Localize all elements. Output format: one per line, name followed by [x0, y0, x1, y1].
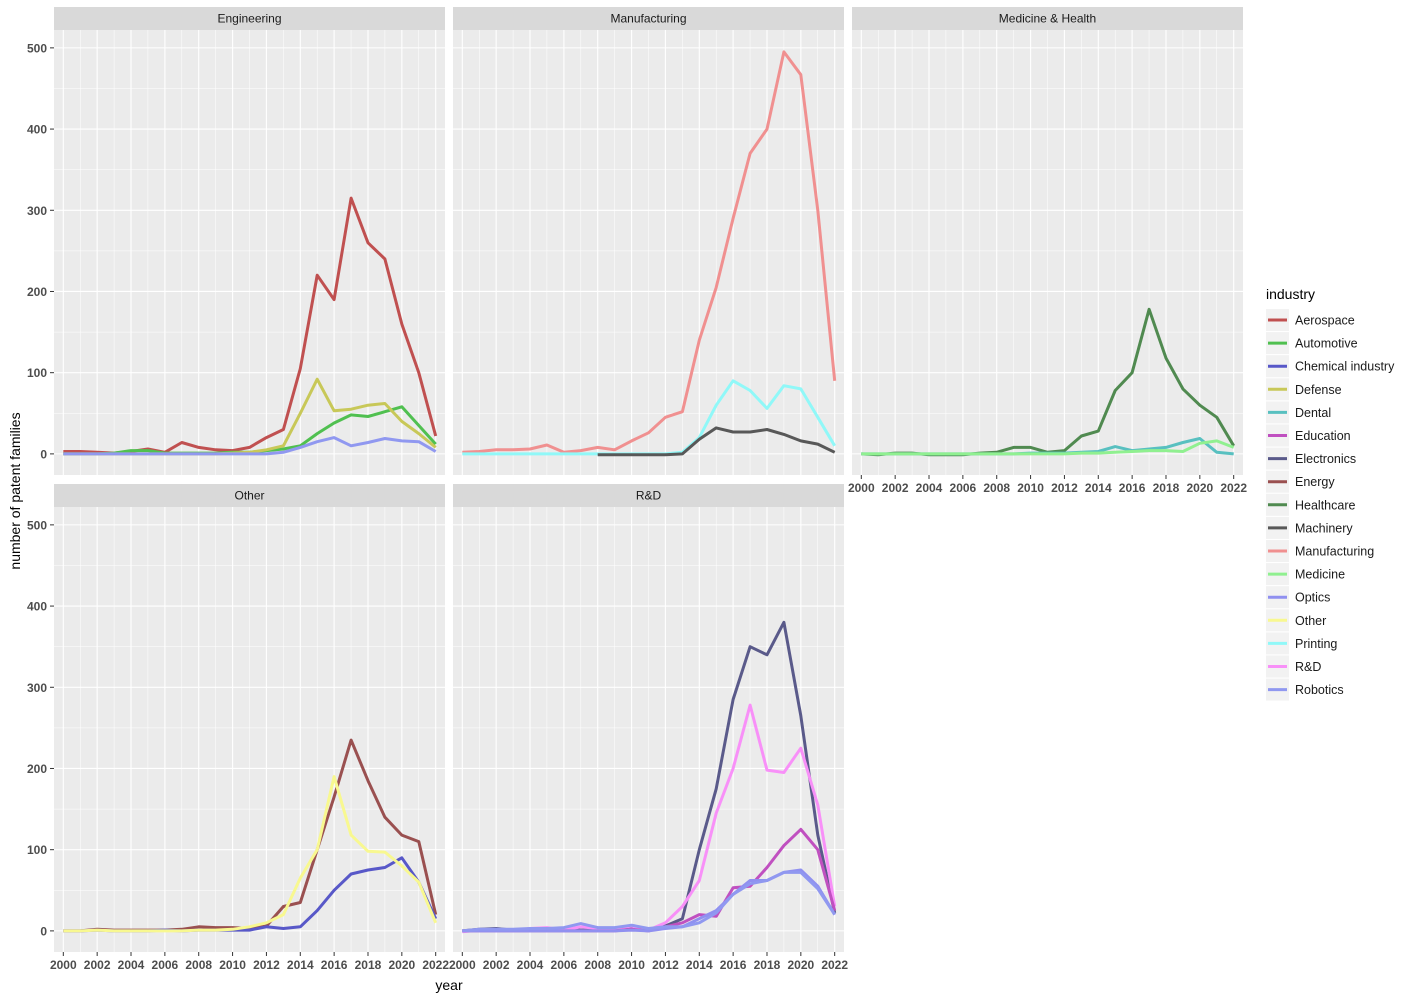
legend-label-defense: Defense — [1295, 383, 1342, 397]
x-tick-label: 2000 — [50, 958, 77, 972]
x-tick-label: 2006 — [551, 958, 578, 972]
y-tick-label: 400 — [27, 600, 47, 614]
legend-label-other: Other — [1295, 614, 1326, 628]
legend-label-energy: Energy — [1295, 475, 1335, 489]
y-tick-label: 500 — [27, 518, 47, 532]
legend-label-manufacturing: Manufacturing — [1295, 545, 1374, 559]
legend-label-chemical-industry: Chemical industry — [1295, 360, 1395, 374]
x-tick-label: 2010 — [1017, 481, 1044, 495]
legend-label-education: Education — [1295, 429, 1351, 443]
y-tick-label: 100 — [27, 843, 47, 857]
x-tick-label: 2012 — [253, 958, 280, 972]
x-tick-label: 2010 — [219, 958, 246, 972]
x-tick-label: 2006 — [950, 481, 977, 495]
facet-strip-medicine-and-health — [852, 7, 1243, 30]
legend-label-optics: Optics — [1295, 591, 1330, 605]
x-tick-label: 2002 — [483, 958, 510, 972]
y-tick-label: 0 — [40, 447, 47, 461]
x-axis-title: year — [435, 977, 463, 993]
y-tick-label: 300 — [27, 681, 47, 695]
y-tick-label: 200 — [27, 285, 47, 299]
legend-label-aerospace: Aerospace — [1295, 314, 1355, 328]
series-line-medicine — [861, 439, 1235, 456]
legend-label-dental: Dental — [1295, 406, 1331, 420]
facet-title-randd: R&D — [636, 489, 662, 503]
x-tick-label: 2014 — [287, 958, 314, 972]
facet-strip-randd — [453, 484, 844, 507]
series-line-machinery — [597, 426, 836, 457]
legend-label-randd: R&D — [1295, 660, 1321, 674]
x-tick-label: 2008 — [983, 481, 1010, 495]
y-tick-label: 500 — [27, 41, 47, 55]
series-line-manufacturing — [462, 50, 837, 454]
x-tick-label: 2004 — [118, 958, 145, 972]
facet-strip-manufacturing — [453, 7, 844, 30]
legend-label-automotive: Automotive — [1295, 337, 1358, 351]
legend-label-robotics: Robotics — [1295, 683, 1344, 697]
facet-title-engineering: Engineering — [217, 12, 281, 26]
x-tick-label: 2000 — [848, 481, 875, 495]
x-tick-label: 2016 — [720, 958, 747, 972]
legend-label-printing: Printing — [1295, 637, 1337, 651]
legend-label-medicine: Medicine — [1295, 568, 1345, 582]
series-line-other — [63, 775, 438, 933]
x-tick-label: 2000 — [449, 958, 476, 972]
x-tick-label: 2016 — [321, 958, 348, 972]
legend-label-machinery: Machinery — [1295, 521, 1353, 535]
y-tick-label: 300 — [27, 204, 47, 218]
series-line-robotics — [462, 870, 836, 933]
legend-title: industry — [1266, 286, 1315, 302]
x-tick-label: 2012 — [652, 958, 679, 972]
x-tick-label: 2006 — [152, 958, 179, 972]
x-tick-label: 2020 — [787, 958, 814, 972]
x-tick-label: 2010 — [618, 958, 645, 972]
facet-title-other: Other — [234, 489, 264, 503]
facet-strip-engineering — [54, 7, 445, 30]
facet-strip-other — [54, 484, 445, 507]
x-tick-label: 2002 — [84, 958, 111, 972]
y-axis-title: number of patent families — [7, 412, 23, 569]
x-tick-label: 2002 — [882, 481, 909, 495]
x-tick-label: 2018 — [1153, 481, 1180, 495]
y-tick-label: 400 — [27, 123, 47, 137]
x-tick-label: 2020 — [1186, 481, 1213, 495]
series-line-robotics — [63, 436, 437, 456]
x-tick-label: 2022 — [821, 958, 848, 972]
y-tick-label: 100 — [27, 366, 47, 380]
x-tick-label: 2022 — [422, 958, 449, 972]
legend-label-electronics: Electronics — [1295, 452, 1356, 466]
x-tick-label: 2004 — [916, 481, 943, 495]
x-tick-label: 2018 — [754, 958, 781, 972]
x-tick-label: 2004 — [517, 958, 544, 972]
x-tick-label: 2016 — [1119, 481, 1146, 495]
x-tick-label: 2012 — [1051, 481, 1078, 495]
x-tick-label: 2014 — [686, 958, 713, 972]
y-tick-label: 200 — [27, 762, 47, 776]
facet-title-medicine-and-health: Medicine & Health — [999, 12, 1096, 26]
x-tick-label: 2022 — [1220, 481, 1247, 495]
facet-title-manufacturing: Manufacturing — [610, 12, 686, 26]
x-tick-label: 2008 — [584, 958, 611, 972]
y-tick-label: 0 — [40, 924, 47, 938]
x-tick-label: 2008 — [185, 958, 212, 972]
x-tick-label: 2018 — [355, 958, 382, 972]
x-tick-label: 2014 — [1085, 481, 1112, 495]
x-tick-label: 2020 — [388, 958, 415, 972]
legend-label-healthcare: Healthcare — [1295, 498, 1355, 512]
